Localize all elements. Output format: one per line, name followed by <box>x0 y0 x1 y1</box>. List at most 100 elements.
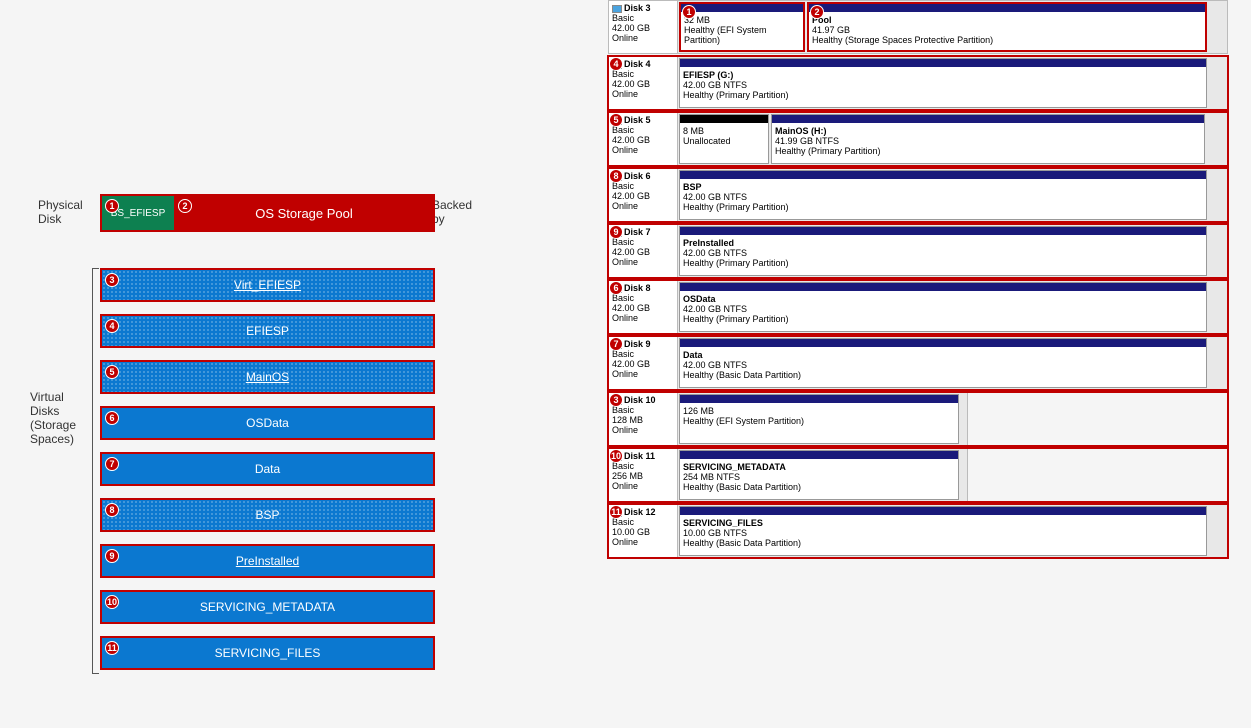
vdisk-servicing_files: 11 SERVICING_FILES <box>100 636 435 670</box>
partition-badge-1: 1 <box>682 5 696 19</box>
vdisk-label: SERVICING_METADATA <box>200 600 335 614</box>
partition-bar <box>772 115 1204 123</box>
vdisk-label: Virt_EFIESP <box>234 278 301 292</box>
partition: SERVICING_FILES10.00 GB NTFSHealthy (Bas… <box>679 506 1207 556</box>
partition-info: BSP42.00 GB NTFSHealthy (Primary Partiti… <box>683 182 1203 212</box>
partition-badge-2: 2 <box>810 5 824 19</box>
partition-info: OSData42.00 GB NTFSHealthy (Primary Part… <box>683 294 1203 324</box>
disk-row: Disk 10Basic128 MBOnline3126 MBHealthy (… <box>608 392 1228 446</box>
partition-bar <box>680 339 1206 347</box>
partition-bar <box>681 4 803 12</box>
disk-badge-6: 6 <box>609 281 623 295</box>
disk-management-panel: Disk 3Basic42.00 GBOnline32 MBHealthy (E… <box>608 0 1228 560</box>
disk-header: Disk 3Basic42.00 GBOnline <box>608 0 678 54</box>
partition-info: SERVICING_FILES10.00 GB NTFSHealthy (Bas… <box>683 518 1203 548</box>
partition-info: 126 MBHealthy (EFI System Partition) <box>683 406 955 426</box>
partition-info: EFIESP (G:)42.00 GB NTFSHealthy (Primary… <box>683 70 1203 100</box>
badge-10: 10 <box>105 595 119 609</box>
disk-row: Disk 5Basic42.00 GBOnline58 MBUnallocate… <box>608 112 1228 166</box>
partition: 8 MBUnallocated <box>679 114 769 164</box>
badge-2: 2 <box>178 199 192 213</box>
disk-badge-5: 5 <box>609 113 623 127</box>
vdisk-label: OSData <box>246 416 289 430</box>
disk-badge-4: 4 <box>609 57 623 71</box>
backed-by-label: Backed by <box>432 198 472 226</box>
badge-3: 3 <box>105 273 119 287</box>
disk-row: Disk 7Basic42.00 GBOnline9PreInstalled42… <box>608 224 1228 278</box>
badge-8: 8 <box>105 503 119 517</box>
partition: OSData42.00 GB NTFSHealthy (Primary Part… <box>679 282 1207 332</box>
disk-row: Disk 8Basic42.00 GBOnline6OSData42.00 GB… <box>608 280 1228 334</box>
partition-bar <box>680 507 1206 515</box>
partition: 32 MBHealthy (EFI System Partition)1 <box>679 2 805 52</box>
partition-info: SERVICING_METADATA254 MB NTFSHealthy (Ba… <box>683 462 955 492</box>
vdisk-label: Data <box>255 462 280 476</box>
vdisk-label: BSP <box>255 508 279 522</box>
partition-info: Data42.00 GB NTFSHealthy (Basic Data Par… <box>683 350 1203 380</box>
bs-efiesp-label: BS_EFIESP <box>111 208 165 219</box>
disk-row: Disk 9Basic42.00 GBOnline7Data42.00 GB N… <box>608 336 1228 390</box>
partition: PreInstalled42.00 GB NTFSHealthy (Primar… <box>679 226 1207 276</box>
bracket-left <box>92 268 93 674</box>
partition-bar <box>809 4 1205 12</box>
vdisk-virt_efiesp: 3 Virt_EFIESP <box>100 268 435 302</box>
partition-area: 32 MBHealthy (EFI System Partition)1Pool… <box>678 0 1228 54</box>
partition: 126 MBHealthy (EFI System Partition) <box>679 394 959 444</box>
vdisk-preinstalled: 9 PreInstalled <box>100 544 435 578</box>
vdisk-osdata: 6 OSData <box>100 406 435 440</box>
bs-efiesp-segment: 1 BS_EFIESP <box>102 196 174 230</box>
partition-info: PreInstalled42.00 GB NTFSHealthy (Primar… <box>683 238 1203 268</box>
partition-area: OSData42.00 GB NTFSHealthy (Primary Part… <box>678 280 1228 334</box>
badge-11: 11 <box>105 641 119 655</box>
partition-info: 8 MBUnallocated <box>683 126 765 146</box>
disk-row: Disk 3Basic42.00 GBOnline32 MBHealthy (E… <box>608 0 1228 54</box>
badge-4: 4 <box>105 319 119 333</box>
badge-9: 9 <box>105 549 119 563</box>
vdisk-label: MainOS <box>246 370 289 384</box>
badge-6: 6 <box>105 411 119 425</box>
physical-disk-label: Physical Disk <box>38 198 93 226</box>
partition-area: PreInstalled42.00 GB NTFSHealthy (Primar… <box>678 224 1228 278</box>
disk-badge-11: 11 <box>609 505 623 519</box>
partition-bar <box>680 59 1206 67</box>
badge-7: 7 <box>105 457 119 471</box>
vdisk-bsp: 8 BSP <box>100 498 435 532</box>
partition-bar <box>680 395 958 403</box>
disk-badge-7: 7 <box>609 337 623 351</box>
partition-area: SERVICING_FILES10.00 GB NTFSHealthy (Bas… <box>678 504 1228 558</box>
os-storage-pool-segment: 2 OS Storage Pool <box>174 196 433 230</box>
disk-row: Disk 6Basic42.00 GBOnline8BSP42.00 GB NT… <box>608 168 1228 222</box>
partition-area: EFIESP (G:)42.00 GB NTFSHealthy (Primary… <box>678 56 1228 110</box>
partition: MainOS (H:)41.99 GB NTFSHealthy (Primary… <box>771 114 1205 164</box>
physical-disk-row: 1 BS_EFIESP 2 OS Storage Pool <box>100 194 435 232</box>
vdisk-mainos: 5 MainOS <box>100 360 435 394</box>
vdisk-efiesp: 4 EFIESP <box>100 314 435 348</box>
partition: EFIESP (G:)42.00 GB NTFSHealthy (Primary… <box>679 58 1207 108</box>
virtual-disks-label: Virtual Disks (Storage Spaces) <box>30 390 85 446</box>
badge-5: 5 <box>105 365 119 379</box>
vdisk-label: SERVICING_FILES <box>215 646 321 660</box>
partition-area: Data42.00 GB NTFSHealthy (Basic Data Par… <box>678 336 1228 390</box>
partition-area: BSP42.00 GB NTFSHealthy (Primary Partiti… <box>678 168 1228 222</box>
partition: BSP42.00 GB NTFSHealthy (Primary Partiti… <box>679 170 1207 220</box>
disk-badge-10: 10 <box>609 449 623 463</box>
partition: SERVICING_METADATA254 MB NTFSHealthy (Ba… <box>679 450 959 500</box>
disk-badge-8: 8 <box>609 169 623 183</box>
disk-badge-9: 9 <box>609 225 623 239</box>
os-storage-pool-label: OS Storage Pool <box>255 206 353 221</box>
vdisk-label: EFIESP <box>246 324 289 338</box>
disk-row: Disk 11Basic256 MBOnline10SERVICING_META… <box>608 448 1228 502</box>
partition: Pool41.97 GBHealthy (Storage Spaces Prot… <box>807 2 1207 52</box>
partition-info: 32 MBHealthy (EFI System Partition) <box>684 15 800 45</box>
vdisk-data: 7 Data <box>100 452 435 486</box>
vdisk-servicing_metadata: 10 SERVICING_METADATA <box>100 590 435 624</box>
vdisk-label: PreInstalled <box>236 554 299 568</box>
partition-bar <box>680 283 1206 291</box>
disks-container: Disk 3Basic42.00 GBOnline32 MBHealthy (E… <box>608 0 1228 558</box>
partition-bar <box>680 115 768 123</box>
partition-info: Pool41.97 GBHealthy (Storage Spaces Prot… <box>812 15 1202 45</box>
partition: Data42.00 GB NTFSHealthy (Basic Data Par… <box>679 338 1207 388</box>
partition-area: SERVICING_METADATA254 MB NTFSHealthy (Ba… <box>678 448 968 502</box>
disk-row: Disk 12Basic10.00 GBOnline11SERVICING_FI… <box>608 504 1228 558</box>
partition-area: 126 MBHealthy (EFI System Partition) <box>678 392 968 446</box>
